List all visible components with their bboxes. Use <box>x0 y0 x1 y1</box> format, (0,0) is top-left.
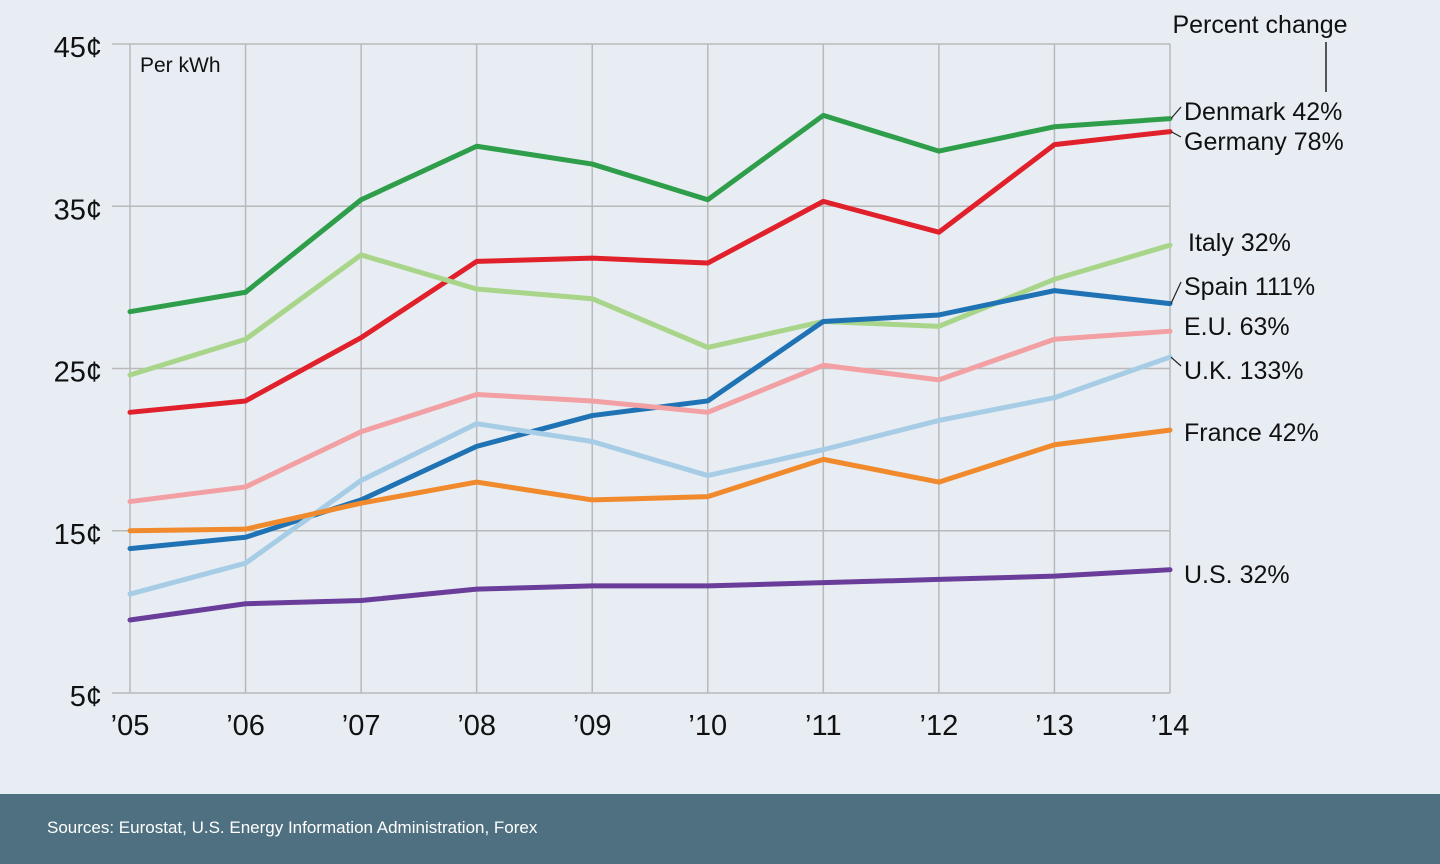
series-label: U.S. 32% <box>1184 561 1290 589</box>
x-tick-label: ’06 <box>226 710 265 742</box>
x-tick-label: ’05 <box>111 710 150 742</box>
x-tick-label: ’14 <box>1151 710 1190 742</box>
x-tick-label: ’08 <box>457 710 496 742</box>
series-label: E.U. 63% <box>1184 313 1290 341</box>
series-line <box>127 427 1173 534</box>
y-tick-label: 35¢ <box>54 194 102 226</box>
series-label: Italy 32% <box>1188 229 1291 257</box>
y-tick-label: 5¢ <box>70 681 102 713</box>
series-labels: Denmark 42%Germany 78% Italy 32% Spain 111… <box>1170 98 1344 589</box>
series-line <box>127 328 1173 505</box>
series-label: Spain 111% <box>1184 273 1315 301</box>
series-line <box>127 129 1173 415</box>
label-leader-line <box>1170 356 1182 367</box>
series-line <box>127 567 1173 623</box>
series-line <box>127 112 1173 315</box>
series-label: France 42% <box>1184 419 1319 447</box>
source-text: Sources: Eurostat, U.S. Energy Informati… <box>47 818 538 837</box>
x-tick-label: ’07 <box>342 710 381 742</box>
legend-header: Percent change <box>1172 11 1347 39</box>
series-line <box>127 354 1173 597</box>
y-tick-label: 15¢ <box>54 519 102 551</box>
x-tick-label: ’10 <box>688 710 727 742</box>
source-footer: Sources: Eurostat, U.S. Energy Informati… <box>0 794 1440 864</box>
y-tick-label: 25¢ <box>54 357 102 389</box>
series-label: Denmark 42% <box>1184 98 1342 126</box>
x-tick-label: ’12 <box>920 710 959 742</box>
axes: 5¢ 15¢ 25¢ 35¢ 45¢ ’05 ’06 ’07 ’08 ’09 ’10 ’11 ’12 ’1… <box>54 32 1190 742</box>
series <box>127 112 1173 623</box>
x-tick-label: ’13 <box>1035 710 1074 742</box>
label-leader-line <box>1170 131 1182 138</box>
label-leader-line <box>1170 281 1182 304</box>
series-label: U.K. 133% <box>1184 357 1304 385</box>
y-tick-label: 45¢ <box>54 32 102 64</box>
line-chart: 5¢ 15¢ 25¢ 35¢ 45¢ ’05 ’06 ’07 ’08 ’09 ’10 ’11 ’12 ’1… <box>0 0 1440 794</box>
unit-label: Per kWh <box>140 54 221 77</box>
label-leader-line <box>1170 106 1182 120</box>
chart-background <box>0 0 1440 794</box>
x-tick-label: ’09 <box>573 710 612 742</box>
series-label: Germany 78% <box>1184 128 1344 156</box>
x-tick-label: ’11 <box>805 710 842 742</box>
